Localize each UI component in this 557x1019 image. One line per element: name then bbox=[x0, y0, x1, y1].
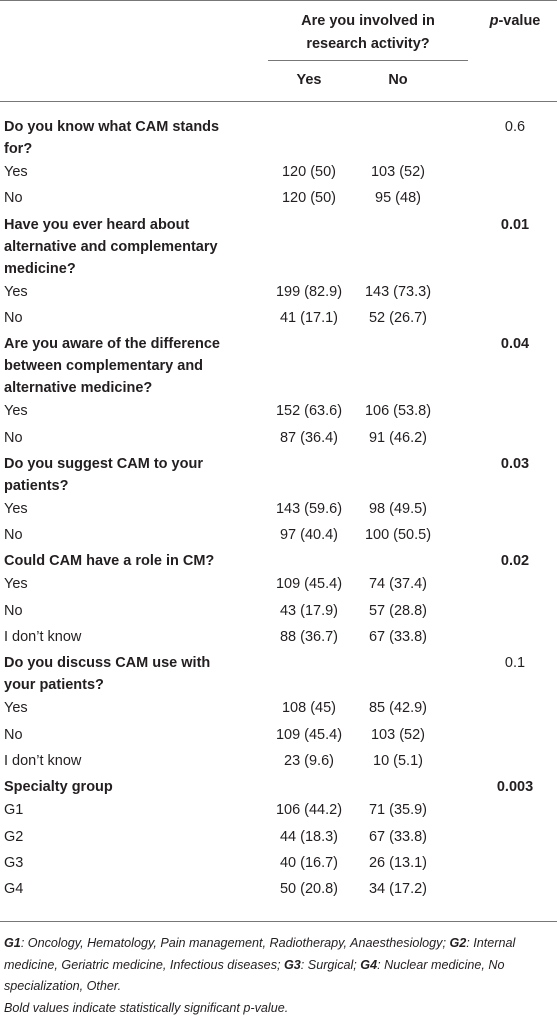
rule bbox=[0, 0, 557, 1]
cell-yes: 108 (45) bbox=[282, 699, 336, 717]
question: Specialty group bbox=[4, 778, 113, 796]
rule bbox=[0, 921, 557, 922]
question: for? bbox=[4, 140, 32, 158]
rule bbox=[0, 101, 557, 102]
group-title: research activity? bbox=[306, 35, 429, 53]
footnote-term: G3 bbox=[284, 958, 301, 972]
question: Do you suggest CAM to your bbox=[4, 455, 203, 473]
pvalue-header: p-value bbox=[490, 12, 541, 30]
question: Are you aware of the difference bbox=[4, 335, 220, 353]
cell-no: 67 (33.8) bbox=[369, 828, 427, 846]
row-label: Yes bbox=[4, 500, 28, 518]
cell-yes: 109 (45.4) bbox=[276, 726, 342, 744]
question: alternative and complementary bbox=[4, 238, 218, 256]
cell-no: 143 (73.3) bbox=[365, 283, 431, 301]
cell-no: 91 (46.2) bbox=[369, 429, 427, 447]
cell-no: 34 (17.2) bbox=[369, 880, 427, 898]
question: alternative medicine? bbox=[4, 379, 152, 397]
cell-no: 103 (52) bbox=[371, 163, 425, 181]
cell-yes: 97 (40.4) bbox=[280, 526, 338, 544]
question: Do you know what CAM stands bbox=[4, 118, 219, 136]
cell-no: 85 (42.9) bbox=[369, 699, 427, 717]
cell-no: 100 (50.5) bbox=[365, 526, 431, 544]
pvalue-rest: -value bbox=[498, 13, 540, 29]
footnote-term: G1 bbox=[4, 936, 21, 950]
cell-no: 52 (26.7) bbox=[369, 309, 427, 327]
question: your patients? bbox=[4, 676, 104, 694]
footnote: G1: Oncology, Hematology, Pain managemen… bbox=[4, 933, 552, 1019]
row-label: No bbox=[4, 726, 23, 744]
rule bbox=[268, 60, 468, 61]
cell-no: 103 (52) bbox=[371, 726, 425, 744]
row-label: Yes bbox=[4, 163, 28, 181]
pvalue: 0.02 bbox=[501, 552, 529, 570]
pvalue: 0.003 bbox=[497, 778, 533, 796]
footnote-term: G4 bbox=[360, 958, 377, 972]
cell-yes: 87 (36.4) bbox=[280, 429, 338, 447]
pvalue-p: p bbox=[490, 13, 499, 29]
footnote-text: : Oncology, Hematology, Pain management,… bbox=[21, 936, 450, 950]
footnote-text: : Surgical; bbox=[301, 958, 361, 972]
pvalue: 0.6 bbox=[505, 118, 525, 136]
col-header: Yes bbox=[297, 71, 322, 89]
cell-yes: 44 (18.3) bbox=[280, 828, 338, 846]
cell-no: 67 (33.8) bbox=[369, 628, 427, 646]
row-label: G1 bbox=[4, 801, 23, 819]
cell-yes: 143 (59.6) bbox=[276, 500, 342, 518]
row-label: Yes bbox=[4, 575, 28, 593]
col-header: No bbox=[388, 71, 407, 89]
cell-no: 98 (49.5) bbox=[369, 500, 427, 518]
cell-no: 26 (13.1) bbox=[369, 854, 427, 872]
question: Could CAM have a role in CM? bbox=[4, 552, 214, 570]
cell-yes: 120 (50) bbox=[282, 189, 336, 207]
row-label: No bbox=[4, 526, 23, 544]
row-label: No bbox=[4, 602, 23, 620]
row-label: I don’t know bbox=[4, 752, 81, 770]
cell-yes: 109 (45.4) bbox=[276, 575, 342, 593]
row-label: G3 bbox=[4, 854, 23, 872]
cell-no: 95 (48) bbox=[375, 189, 421, 207]
cell-yes: 120 (50) bbox=[282, 163, 336, 181]
row-label: Yes bbox=[4, 699, 28, 717]
cell-yes: 43 (17.9) bbox=[280, 602, 338, 620]
cell-yes: 88 (36.7) bbox=[280, 628, 338, 646]
question: patients? bbox=[4, 477, 68, 495]
cell-yes: 50 (20.8) bbox=[280, 880, 338, 898]
row-label: No bbox=[4, 429, 23, 447]
cell-no: 10 (5.1) bbox=[373, 752, 423, 770]
row-label: No bbox=[4, 309, 23, 327]
pvalue: 0.01 bbox=[501, 216, 529, 234]
row-label: G4 bbox=[4, 880, 23, 898]
row-label: Yes bbox=[4, 283, 28, 301]
group-title: Are you involved in bbox=[301, 12, 435, 30]
row-label: I don’t know bbox=[4, 628, 81, 646]
question: between complementary and bbox=[4, 357, 203, 375]
cell-no: 106 (53.8) bbox=[365, 402, 431, 420]
cell-no: 57 (28.8) bbox=[369, 602, 427, 620]
cell-yes: 152 (63.6) bbox=[276, 402, 342, 420]
cell-no: 74 (37.4) bbox=[369, 575, 427, 593]
question: Do you discuss CAM use with bbox=[4, 654, 210, 672]
cell-yes: 199 (82.9) bbox=[276, 283, 342, 301]
question: medicine? bbox=[4, 260, 76, 278]
cell-yes: 40 (16.7) bbox=[280, 854, 338, 872]
cell-no: 71 (35.9) bbox=[369, 801, 427, 819]
row-label: No bbox=[4, 189, 23, 207]
pvalue: 0.03 bbox=[501, 455, 529, 473]
footnote-term: G2 bbox=[449, 936, 466, 950]
row-label: Yes bbox=[4, 402, 28, 420]
pvalue: 0.04 bbox=[501, 335, 529, 353]
cell-yes: 106 (44.2) bbox=[276, 801, 342, 819]
cell-yes: 41 (17.1) bbox=[280, 309, 338, 327]
row-label: G2 bbox=[4, 828, 23, 846]
question: Have you ever heard about bbox=[4, 216, 189, 234]
cell-yes: 23 (9.6) bbox=[284, 752, 334, 770]
pvalue: 0.1 bbox=[505, 654, 525, 672]
